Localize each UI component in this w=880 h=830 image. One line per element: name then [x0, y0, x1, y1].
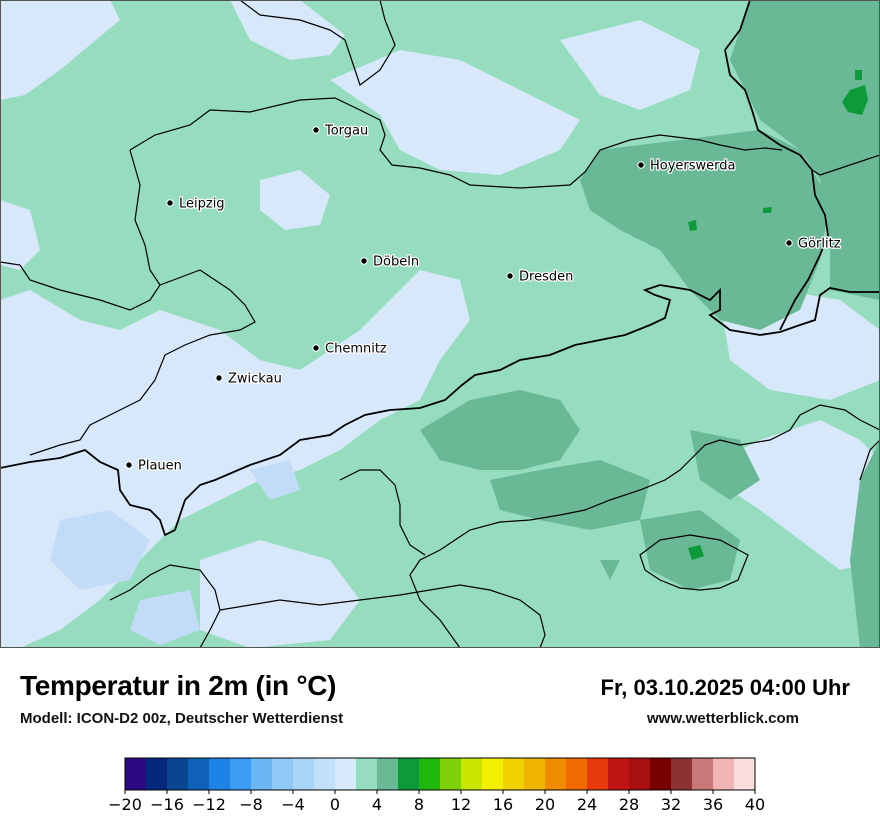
cold-patches	[50, 460, 300, 645]
city-label: Chemnitz	[325, 342, 387, 357]
city-dot	[785, 239, 793, 247]
city-label: Dresden	[519, 270, 573, 285]
chart-title: Temperatur in 2m (in °C)	[20, 670, 337, 701]
legend-swatch	[398, 758, 420, 790]
legend-tick-label: 28	[619, 795, 639, 814]
city-label: Leipzig	[179, 197, 225, 212]
city-döbeln: Döbeln	[360, 253, 420, 271]
city-zwickau: Zwickau	[215, 370, 283, 388]
city-hoyerswerda: Hoyerswerda	[637, 157, 737, 175]
city-label: Zwickau	[228, 372, 282, 387]
legend-tick-label: 24	[577, 795, 597, 814]
city-label: Plauen	[138, 459, 182, 474]
legend-tick-label: −20	[108, 795, 142, 814]
legend-tick-label: −12	[192, 795, 226, 814]
city-dot	[215, 374, 223, 382]
city-dot	[312, 344, 320, 352]
legend-swatch	[377, 758, 399, 790]
city-dot	[506, 272, 514, 280]
legend-swatch	[692, 758, 714, 790]
legend-swatch	[230, 758, 252, 790]
legend-swatch	[314, 758, 336, 790]
legend-tick-label: 8	[414, 795, 424, 814]
warmest-spots	[688, 70, 868, 560]
state-border-saxony	[0, 284, 880, 537]
legend-tick-label: 40	[745, 795, 765, 814]
city-chemnitz: Chemnitz	[312, 340, 388, 358]
legend-tick-label: 0	[330, 795, 340, 814]
forecast-datetime: Fr, 03.10.2025 04:00 Uhr	[600, 675, 851, 700]
legend-swatch	[671, 758, 693, 790]
legend-swatch	[608, 758, 630, 790]
legend-swatch	[482, 758, 504, 790]
legend-swatch	[440, 758, 462, 790]
legend-swatch	[293, 758, 315, 790]
city-dot	[360, 257, 368, 265]
legend-tick-label: −4	[281, 795, 305, 814]
legend-tick-label: −16	[150, 795, 184, 814]
legend-swatch	[650, 758, 672, 790]
city-markers: Torgau Hoyerswerda Leipzig Görlitz Döbeln Dre…	[125, 122, 842, 475]
legend-swatch	[146, 758, 168, 790]
legend-tick-label: 16	[493, 795, 513, 814]
legend-tick-label: 32	[661, 795, 681, 814]
website-link[interactable]: www.wetterblick.com	[647, 710, 799, 727]
legend-swatch	[125, 758, 147, 790]
city-görlitz: Görlitz	[785, 235, 842, 253]
legend-tick-label: 20	[535, 795, 555, 814]
legend-swatch	[209, 758, 231, 790]
city-dot	[637, 161, 645, 169]
legend-swatch	[167, 758, 189, 790]
legend-swatch	[629, 758, 651, 790]
warm-areas	[420, 0, 880, 648]
legend-swatch	[461, 758, 483, 790]
legend-swatch	[545, 758, 567, 790]
legend-swatch	[503, 758, 525, 790]
legend-swatch	[419, 758, 441, 790]
legend-tick-label: 36	[703, 795, 723, 814]
city-label: Hoyerswerda	[650, 159, 736, 174]
footer: Temperatur in 2m (in °C) Modell: ICON-D2…	[0, 648, 880, 830]
legend-swatch	[188, 758, 210, 790]
city-plauen: Plauen	[125, 457, 183, 475]
city-dresden: Dresden	[506, 268, 575, 286]
model-subtitle: Modell: ICON-D2 00z, Deutscher Wetterdie…	[20, 710, 344, 727]
city-leipzig: Leipzig	[166, 195, 226, 213]
city-label: Görlitz	[798, 237, 841, 252]
city-dot	[166, 199, 174, 207]
map-canvas: Torgau Hoyerswerda Leipzig Görlitz Döbeln Dre…	[0, 0, 880, 648]
legend-swatch	[734, 758, 756, 790]
borders	[0, 0, 880, 648]
legend-swatch	[335, 758, 357, 790]
color-legend: −20 −16 −12 −8 −4 0 4 8 12 16 20 24 28 32 36 40	[108, 757, 765, 814]
temperature-map: Torgau Hoyerswerda Leipzig Görlitz Döbeln Dre…	[0, 0, 880, 648]
legend-frame	[124, 757, 756, 791]
legend-swatch	[272, 758, 294, 790]
city-torgau: Torgau	[312, 122, 370, 140]
state-border-north	[724, 0, 829, 331]
legend-swatch	[524, 758, 546, 790]
legend-tick-label: 4	[372, 795, 382, 814]
city-dot	[312, 126, 320, 134]
region-border	[0, 0, 783, 648]
city-dot	[125, 461, 133, 469]
legend-swatch	[713, 758, 735, 790]
city-label: Torgau	[324, 124, 368, 139]
legend-swatch	[566, 758, 588, 790]
legend-tick-label: −8	[239, 795, 263, 814]
city-label: Döbeln	[373, 255, 419, 270]
legend-tick-label: 12	[451, 795, 471, 814]
legend-swatch	[251, 758, 273, 790]
legend-swatch	[587, 758, 609, 790]
legend-swatch	[356, 758, 378, 790]
